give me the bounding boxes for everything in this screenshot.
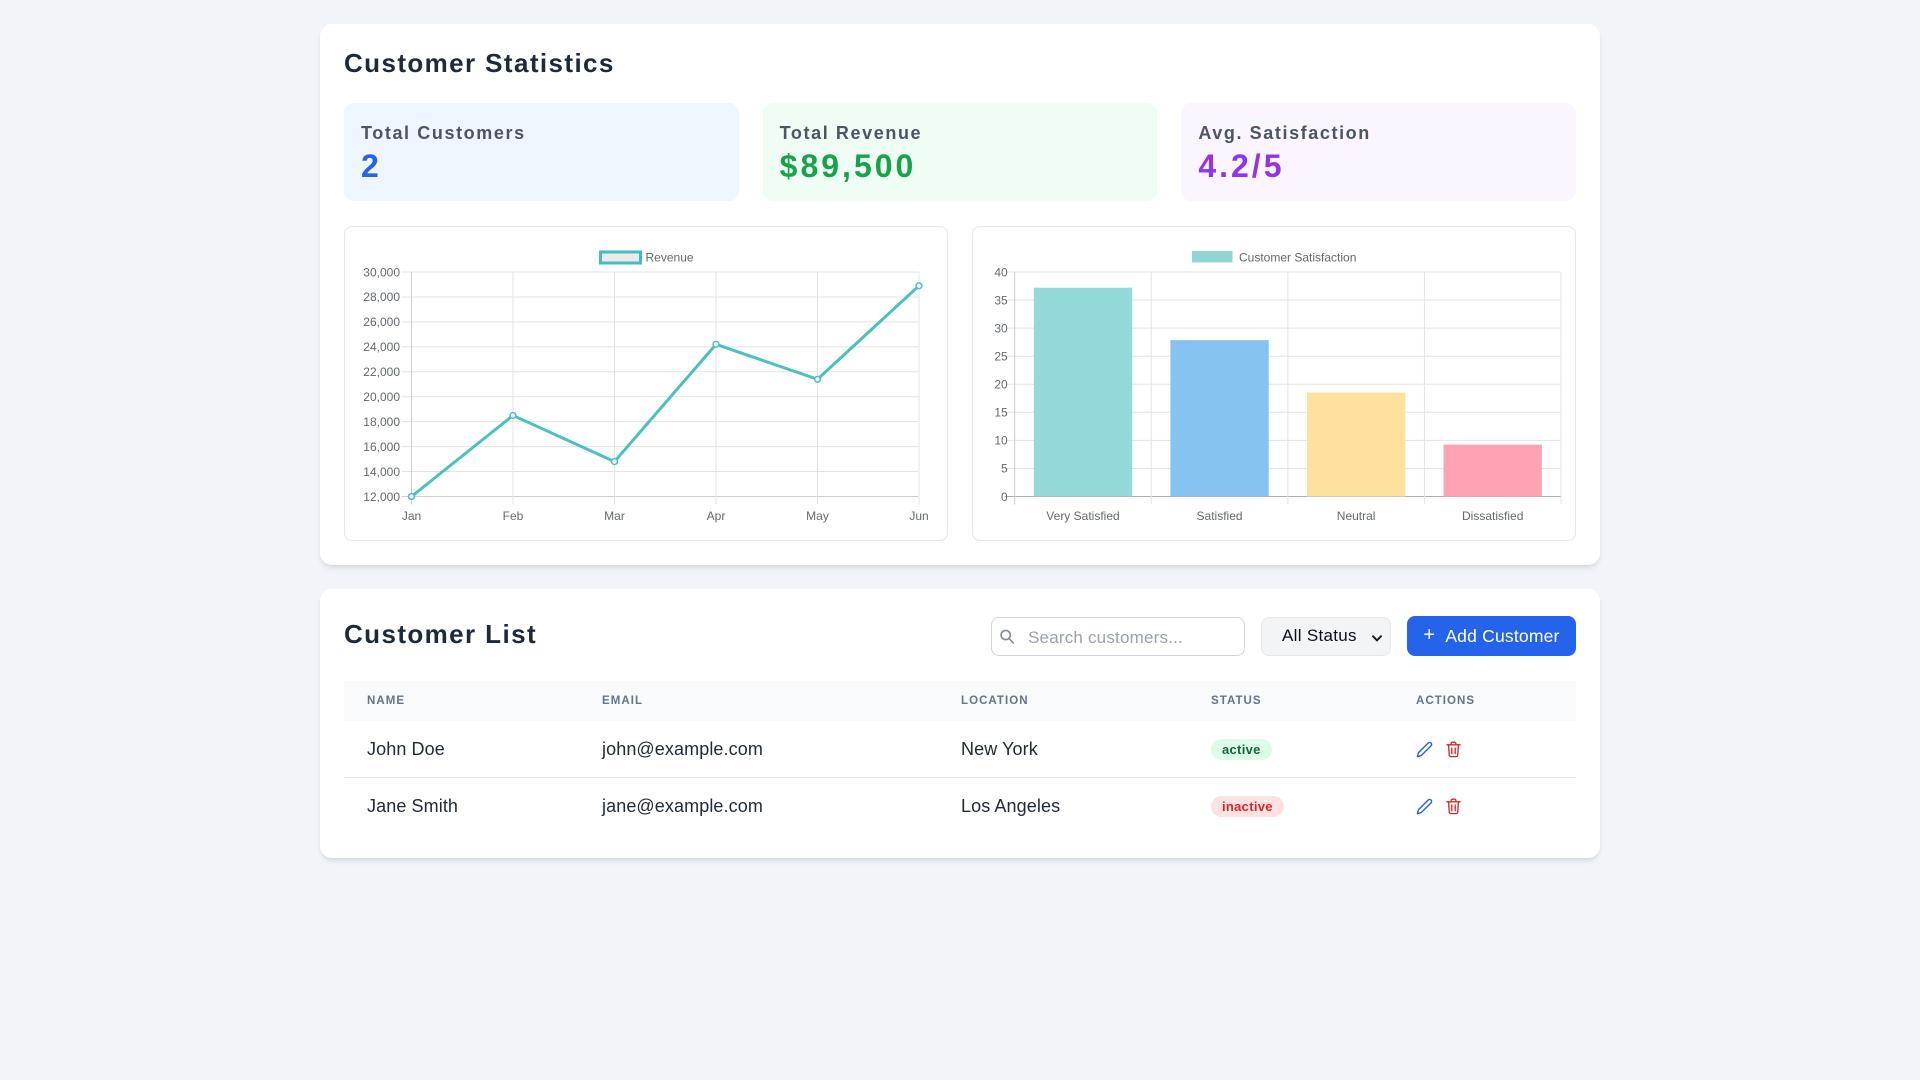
svg-text:40: 40 — [994, 265, 1008, 279]
svg-text:12,000: 12,000 — [363, 490, 400, 504]
svg-text:10: 10 — [994, 434, 1008, 448]
svg-text:5: 5 — [1001, 462, 1008, 476]
svg-text:Very Satisfied: Very Satisfied — [1046, 509, 1119, 523]
svg-text:24,000: 24,000 — [363, 340, 400, 354]
svg-text:28,000: 28,000 — [363, 290, 400, 304]
svg-text:26,000: 26,000 — [363, 315, 400, 329]
svg-text:16,000: 16,000 — [363, 440, 400, 454]
svg-text:30: 30 — [994, 321, 1008, 335]
svg-text:14,000: 14,000 — [363, 465, 400, 479]
svg-text:18,000: 18,000 — [363, 415, 400, 429]
svg-text:0: 0 — [1001, 490, 1008, 504]
svg-text:Jun: Jun — [909, 509, 928, 523]
svg-text:Neutral: Neutral — [1337, 509, 1376, 523]
svg-text:Jan: Jan — [402, 509, 421, 523]
svg-text:15: 15 — [994, 406, 1008, 420]
svg-text:Revenue: Revenue — [646, 251, 694, 265]
svg-text:Satisfied: Satisfied — [1197, 509, 1243, 523]
svg-text:Apr: Apr — [707, 509, 726, 523]
svg-text:Dissatisfied: Dissatisfied — [1462, 509, 1523, 523]
svg-text:May: May — [806, 509, 829, 523]
svg-text:20,000: 20,000 — [363, 390, 400, 404]
svg-text:35: 35 — [994, 293, 1008, 307]
svg-text:Customer Satisfaction: Customer Satisfaction — [1239, 251, 1356, 265]
svg-text:22,000: 22,000 — [363, 365, 400, 379]
svg-text:Mar: Mar — [604, 509, 625, 523]
svg-text:Feb: Feb — [503, 509, 524, 523]
svg-text:30,000: 30,000 — [363, 265, 400, 279]
svg-text:25: 25 — [994, 349, 1008, 363]
svg-text:20: 20 — [994, 378, 1008, 392]
